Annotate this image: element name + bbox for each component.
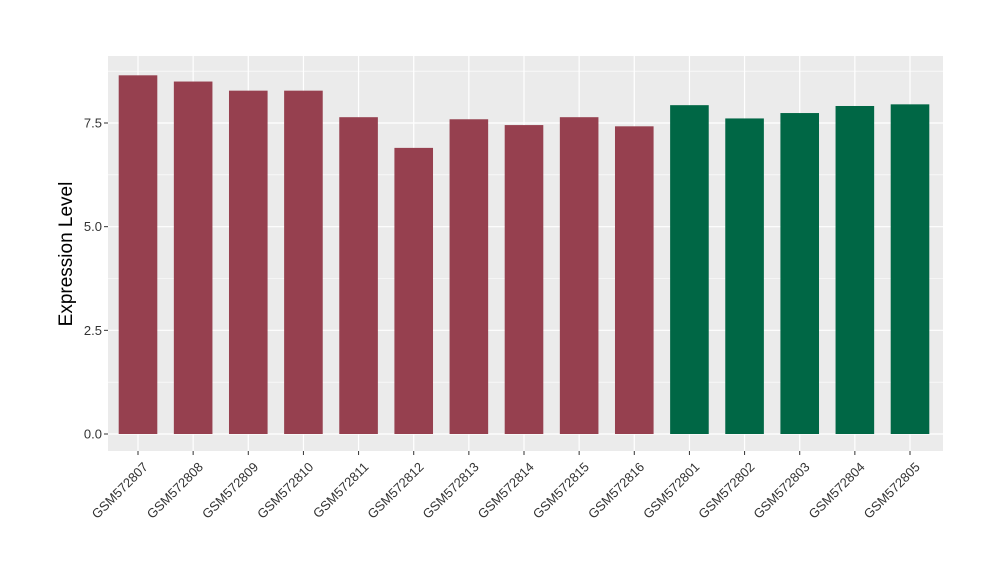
bar-GSM572801 — [670, 105, 709, 434]
x-tick-label: GSM572801 — [640, 459, 702, 521]
y-tick-label: 2.5 — [84, 323, 102, 338]
x-tick-label: GSM572816 — [585, 459, 647, 521]
x-tick-label: GSM572803 — [750, 459, 812, 521]
y-tick-label: 7.5 — [84, 116, 102, 131]
x-axis: GSM572807GSM572808GSM572809GSM572810GSM5… — [89, 451, 923, 522]
x-tick-label: GSM572810 — [254, 459, 316, 521]
bar-GSM572812 — [394, 147, 434, 434]
x-tick-label: GSM572804 — [806, 459, 868, 521]
x-tick-label: GSM572805 — [861, 459, 923, 521]
y-axis: 0.0 2.5 5.0 7.5 — [84, 116, 108, 442]
bar-GSM572815 — [559, 117, 599, 434]
x-tick-label: GSM572809 — [199, 459, 261, 521]
bar-GSM572814 — [504, 125, 544, 434]
bar-GSM572802 — [725, 118, 764, 435]
x-tick-label: GSM572811 — [310, 459, 372, 521]
bar-GSM572813 — [449, 119, 489, 434]
bar-GSM572811 — [339, 117, 378, 434]
x-tick-label: GSM572815 — [530, 459, 592, 521]
x-tick-label: GSM572812 — [364, 459, 426, 521]
x-tick-label: GSM572808 — [144, 459, 206, 521]
x-tick-label: GSM572807 — [89, 459, 151, 521]
x-tick-label: GSM572802 — [695, 459, 757, 521]
y-axis-title: Expression Level — [56, 182, 77, 327]
y-tick-label: 0.0 — [84, 427, 102, 442]
bar-GSM572810 — [284, 90, 323, 434]
bar-GSM572807 — [118, 75, 158, 435]
bar-GSM572816 — [614, 126, 654, 435]
bar-GSM572803 — [780, 113, 820, 434]
bar-GSM572809 — [228, 90, 268, 434]
bar-GSM572805 — [890, 104, 930, 434]
y-tick-label: 5.0 — [84, 219, 102, 234]
x-tick-label: GSM572813 — [420, 459, 482, 521]
bar-GSM572804 — [835, 105, 875, 435]
x-tick-label: GSM572814 — [475, 459, 537, 521]
bar-GSM572808 — [173, 81, 213, 435]
bars — [118, 75, 930, 435]
